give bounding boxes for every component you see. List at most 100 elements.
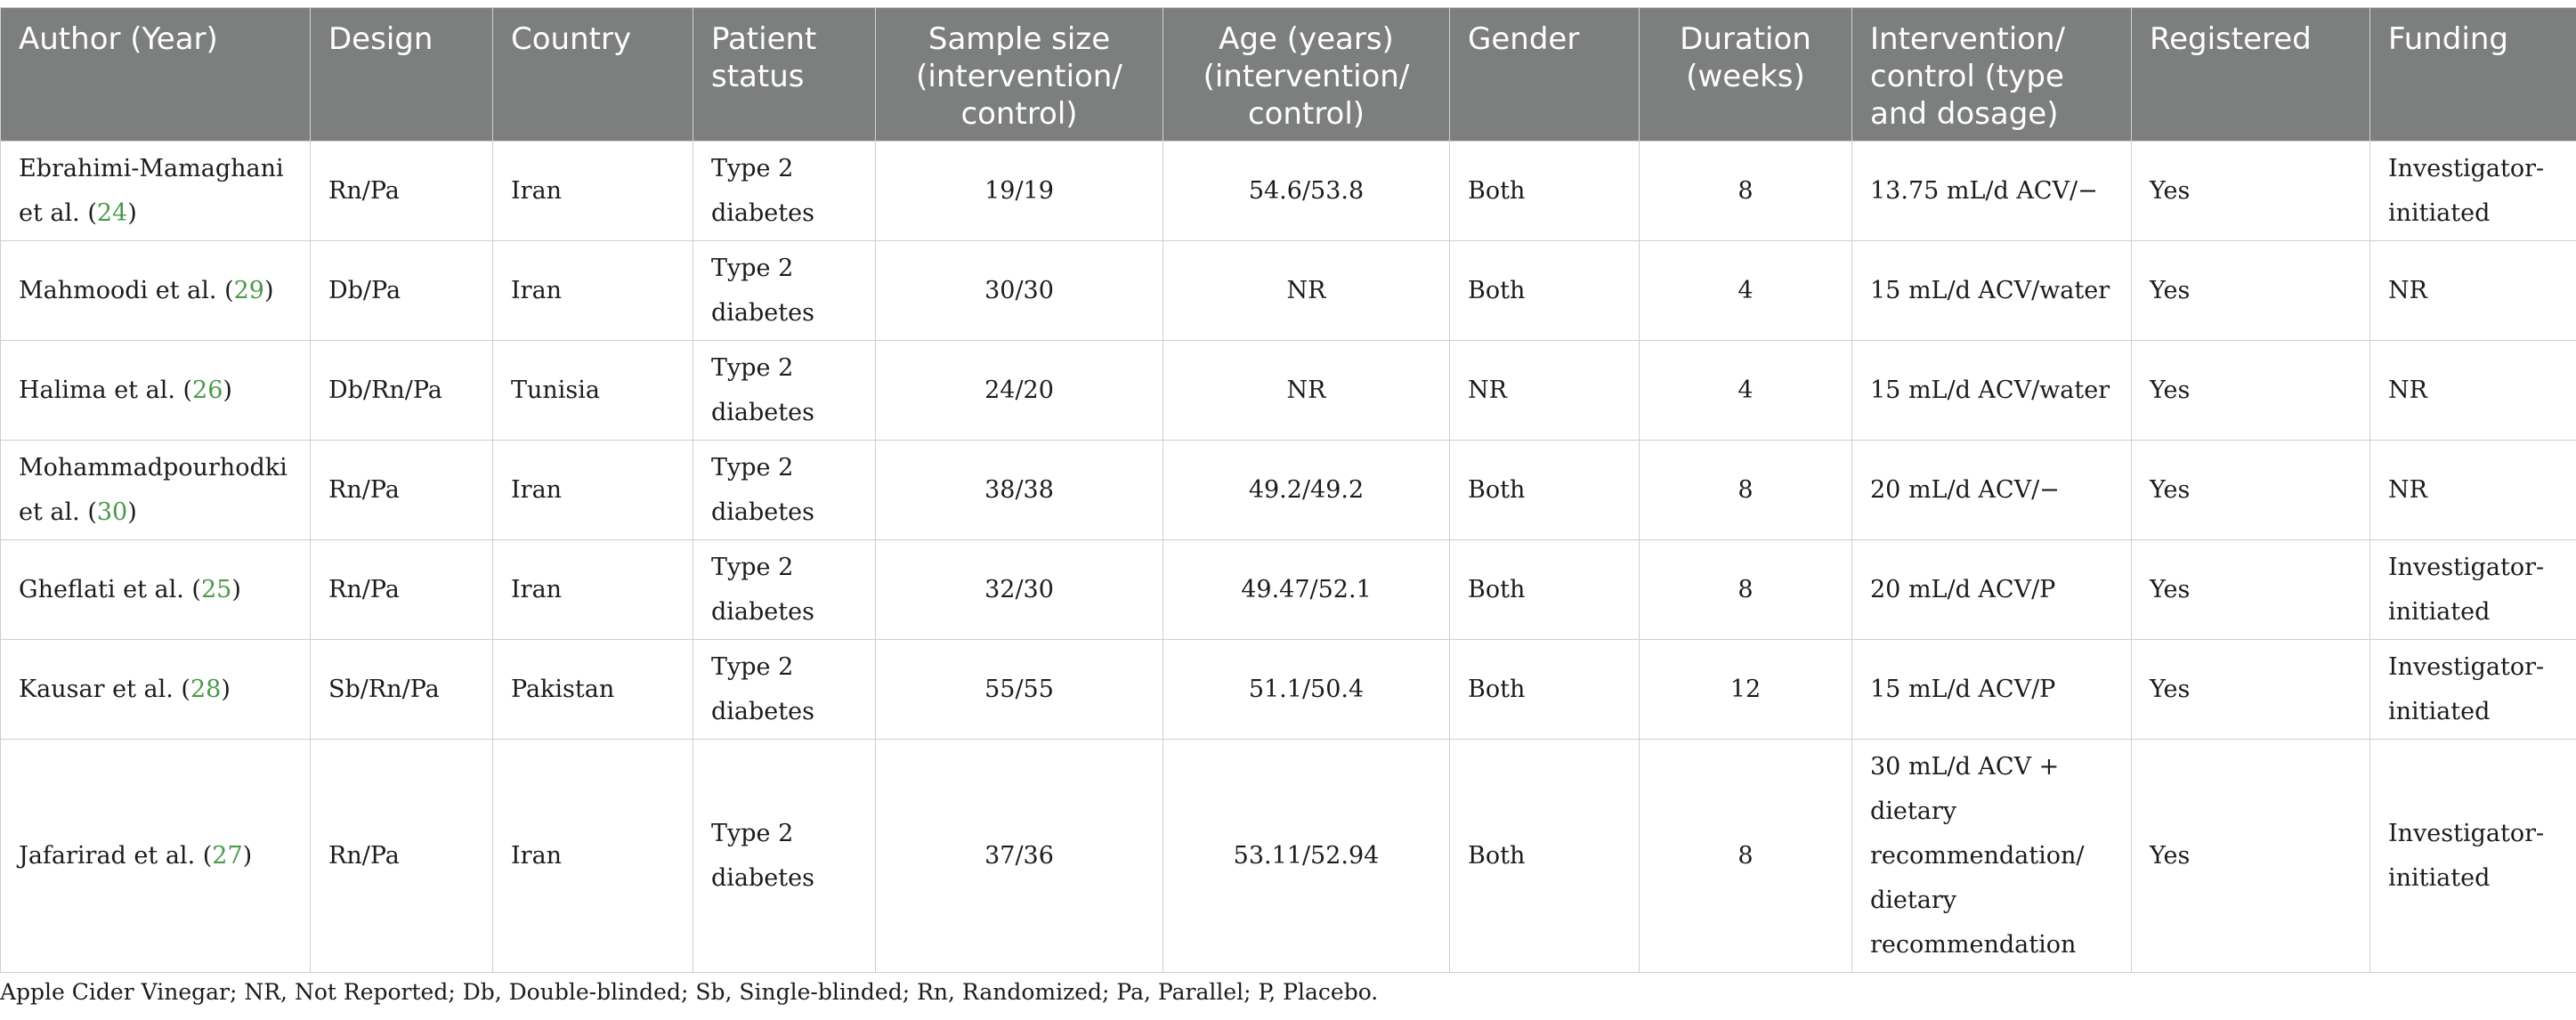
header-country: Country bbox=[492, 7, 693, 142]
cell-duration: 8 bbox=[1639, 440, 1852, 540]
cell-country: Iran bbox=[492, 141, 693, 241]
header-gender: Gender bbox=[1449, 7, 1640, 142]
cell-patient-status: Type 2 diabetes bbox=[693, 440, 876, 540]
header-design: Design bbox=[310, 7, 493, 142]
cell-intervention: 13.75 mL/d ACV/− bbox=[1851, 141, 2132, 241]
author-name: Ebrahimi-Mamaghani et al. bbox=[19, 154, 284, 227]
cell-duration: 8 bbox=[1639, 739, 1852, 973]
cell-country: Iran bbox=[492, 440, 693, 540]
table-body: Ebrahimi-Mamaghani et al. (24) Rn/Pa Ira… bbox=[0, 141, 2576, 973]
cell-intervention: 20 mL/d ACV/P bbox=[1851, 539, 2132, 640]
cell-gender: Both bbox=[1449, 141, 1640, 241]
cell-funding: Investigator-initiated bbox=[2369, 739, 2576, 973]
cell-design: Rn/Pa bbox=[310, 440, 493, 540]
cell-intervention: 15 mL/d ACV/water bbox=[1851, 340, 2132, 441]
cell-design: Rn/Pa bbox=[310, 539, 493, 640]
header-funding: Funding bbox=[2369, 7, 2576, 142]
cell-funding: NR bbox=[2369, 440, 2576, 540]
author-name: Gheflati et al. bbox=[19, 575, 184, 603]
cell-country: Iran bbox=[492, 739, 693, 973]
cell-author: Ebrahimi-Mamaghani et al. (24) bbox=[0, 141, 311, 241]
cell-gender: Both bbox=[1449, 739, 1640, 973]
table-row: Mahmoodi et al. (29) Db/Pa Iran Type 2 d… bbox=[0, 240, 2576, 341]
cell-author: Halima et al. (26) bbox=[0, 340, 311, 441]
header-age: Age (years) (intervention/ control) bbox=[1162, 7, 1450, 142]
table-row: Jafarirad et al. (27) Rn/Pa Iran Type 2 … bbox=[0, 739, 2576, 973]
cell-registered: Yes bbox=[2131, 340, 2370, 441]
cell-registered: Yes bbox=[2131, 240, 2370, 341]
cell-registered: Yes bbox=[2131, 639, 2370, 740]
cell-registered: Yes bbox=[2131, 141, 2370, 241]
cell-age: 54.6/53.8 bbox=[1162, 141, 1450, 241]
reference-link[interactable]: 26 bbox=[192, 376, 223, 404]
cell-country: Iran bbox=[492, 240, 693, 341]
cell-funding: Investigator-initiated bbox=[2369, 639, 2576, 740]
cell-duration: 8 bbox=[1639, 141, 1852, 241]
cell-intervention: 15 mL/d ACV/water bbox=[1851, 240, 2132, 341]
cell-patient-status: Type 2 diabetes bbox=[693, 340, 876, 441]
cell-patient-status: Type 2 diabetes bbox=[693, 639, 876, 740]
cell-author: Mahmoodi et al. (29) bbox=[0, 240, 311, 341]
cell-duration: 4 bbox=[1639, 340, 1852, 441]
reference-link[interactable]: 25 bbox=[200, 575, 232, 603]
cell-age: 51.1/50.4 bbox=[1162, 639, 1450, 740]
cell-gender: Both bbox=[1449, 440, 1640, 540]
table-row: Ebrahimi-Mamaghani et al. (24) Rn/Pa Ira… bbox=[0, 141, 2576, 241]
cell-design: Db/Pa bbox=[310, 240, 493, 341]
cell-sample-size: 19/19 bbox=[875, 141, 1163, 241]
cell-funding: NR bbox=[2369, 340, 2576, 441]
cell-gender: Both bbox=[1449, 240, 1640, 341]
cell-patient-status: Type 2 diabetes bbox=[693, 539, 876, 640]
cell-gender: Both bbox=[1449, 539, 1640, 640]
reference-link[interactable]: 24 bbox=[96, 198, 128, 227]
cell-author: Gheflati et al. (25) bbox=[0, 539, 311, 640]
cell-country: Pakistan bbox=[492, 639, 693, 740]
cell-design: Rn/Pa bbox=[310, 141, 493, 241]
cell-duration: 8 bbox=[1639, 539, 1852, 640]
cell-funding: Investigator-initiated bbox=[2369, 141, 2576, 241]
cell-country: Tunisia bbox=[492, 340, 693, 441]
author-name: Kausar et al. bbox=[19, 675, 174, 703]
header-patient-status: Patient status bbox=[693, 7, 876, 142]
reference-link[interactable]: 30 bbox=[96, 498, 128, 526]
cell-age: 49.2/49.2 bbox=[1162, 440, 1450, 540]
author-name: Jafarirad et al. bbox=[19, 841, 196, 870]
cell-age: 49.47/52.1 bbox=[1162, 539, 1450, 640]
header-sample-size: Sample size (intervention/ control) bbox=[875, 7, 1163, 142]
cell-gender: Both bbox=[1449, 639, 1640, 740]
cell-duration: 4 bbox=[1639, 240, 1852, 341]
cell-patient-status: Type 2 diabetes bbox=[693, 739, 876, 973]
cell-registered: Yes bbox=[2131, 539, 2370, 640]
table-row: Kausar et al. (28) Sb/Rn/Pa Pakistan Typ… bbox=[0, 639, 2576, 740]
header-row: Author (Year) Design Country Patient sta… bbox=[0, 7, 2576, 142]
author-name: Mohammadpourhodki et al. bbox=[19, 453, 288, 526]
cell-duration: 12 bbox=[1639, 639, 1852, 740]
reference-link[interactable]: 28 bbox=[190, 675, 222, 703]
cell-intervention: 20 mL/d ACV/− bbox=[1851, 440, 2132, 540]
cell-author: Mohammadpourhodki et al. (30) bbox=[0, 440, 311, 540]
cell-patient-status: Type 2 diabetes bbox=[693, 141, 876, 241]
cell-sample-size: 55/55 bbox=[875, 639, 1163, 740]
cell-sample-size: 32/30 bbox=[875, 539, 1163, 640]
table-row: Mohammadpourhodki et al. (30) Rn/Pa Iran… bbox=[0, 440, 2576, 540]
cell-design: Rn/Pa bbox=[310, 739, 493, 973]
author-name: Halima et al. bbox=[19, 376, 175, 404]
cell-age: NR bbox=[1162, 240, 1450, 341]
reference-link[interactable]: 27 bbox=[212, 841, 243, 870]
reference-link[interactable]: 29 bbox=[233, 276, 264, 304]
cell-age: 53.11/52.94 bbox=[1162, 739, 1450, 973]
cell-patient-status: Type 2 diabetes bbox=[693, 240, 876, 341]
cell-country: Iran bbox=[492, 539, 693, 640]
cell-author: Kausar et al. (28) bbox=[0, 639, 311, 740]
cell-design: Sb/Rn/Pa bbox=[310, 639, 493, 740]
author-name: Mahmoodi et al. bbox=[19, 276, 217, 304]
header-registered: Registered bbox=[2131, 7, 2370, 142]
header-intervention: Intervention/ control (type and dosage) bbox=[1851, 7, 2132, 142]
table-footnote: Apple Cider Vinegar; NR, Not Reported; D… bbox=[0, 979, 1379, 1005]
cell-age: NR bbox=[1162, 340, 1450, 441]
cell-registered: Yes bbox=[2131, 440, 2370, 540]
cell-intervention: 30 mL/d ACV + dietary recommendation/ di… bbox=[1851, 739, 2132, 973]
cell-sample-size: 38/38 bbox=[875, 440, 1163, 540]
header-duration: Duration (weeks) bbox=[1639, 7, 1852, 142]
cell-registered: Yes bbox=[2131, 739, 2370, 973]
